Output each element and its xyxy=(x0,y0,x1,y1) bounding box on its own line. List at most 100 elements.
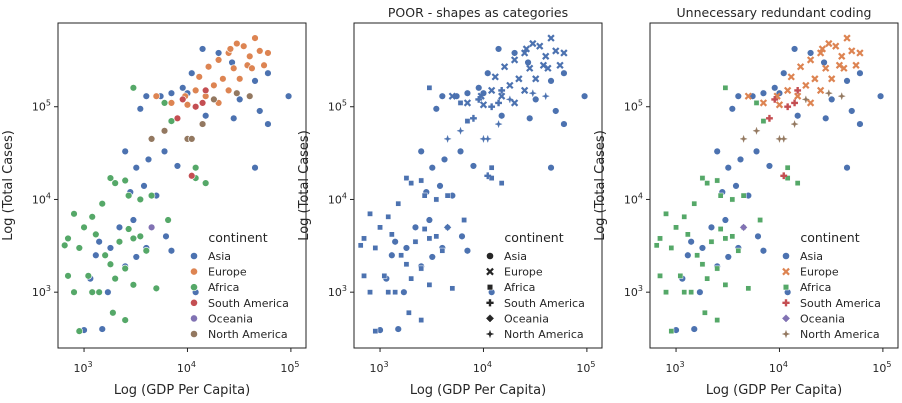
data-point xyxy=(456,147,465,156)
data-point xyxy=(488,175,495,181)
data-point xyxy=(544,64,552,72)
y-tick-label: 104 xyxy=(624,191,643,206)
legend-entry: Asia xyxy=(208,250,231,263)
legend-marker xyxy=(782,252,790,260)
chart-title: POOR - shapes as categories xyxy=(388,5,568,20)
data-point xyxy=(385,289,392,296)
data-point xyxy=(425,216,434,224)
data-point xyxy=(98,199,106,208)
data-point xyxy=(677,272,684,279)
data-point xyxy=(188,135,196,143)
data-point xyxy=(487,86,496,95)
data-point xyxy=(560,49,568,57)
data-point xyxy=(794,87,802,94)
data-point xyxy=(152,92,161,100)
data-point xyxy=(129,84,138,92)
data-point xyxy=(475,95,483,103)
data-point xyxy=(783,86,792,95)
data-point xyxy=(400,288,408,296)
data-point xyxy=(479,101,488,109)
data-point xyxy=(391,238,399,246)
data-point xyxy=(147,135,156,143)
data-point xyxy=(491,73,499,81)
points-group xyxy=(60,34,293,335)
data-point xyxy=(418,265,425,272)
data-point xyxy=(757,217,764,223)
data-point xyxy=(771,95,779,103)
data-point xyxy=(657,272,663,279)
data-point xyxy=(852,61,860,69)
data-point xyxy=(806,49,815,57)
data-point xyxy=(837,92,846,101)
data-point xyxy=(759,247,768,255)
data-point xyxy=(142,92,151,100)
data-point xyxy=(367,210,373,217)
data-point xyxy=(84,272,93,280)
y-tick-label: 103 xyxy=(624,284,643,299)
data-point xyxy=(713,147,721,156)
legend-title: continent xyxy=(504,230,563,245)
x-tick-label: 103 xyxy=(369,360,388,375)
x-tick-label: 103 xyxy=(665,360,684,375)
scatter-panel-redundant: 103 104 105 103 104 105 Log (GDP Per Capita) Lo… xyxy=(593,5,899,398)
data-point xyxy=(552,47,560,55)
data-point xyxy=(840,64,848,72)
legend-marker xyxy=(781,329,791,339)
data-point xyxy=(506,81,514,90)
data-point xyxy=(403,261,410,268)
data-point xyxy=(411,223,420,232)
data-point xyxy=(115,238,124,246)
data-point xyxy=(214,56,223,64)
chart-title: Unnecessary redundant coding xyxy=(677,5,872,20)
legend-marker xyxy=(782,267,790,276)
data-point xyxy=(688,289,695,296)
data-point xyxy=(818,45,827,53)
data-point xyxy=(701,309,708,316)
data-point xyxy=(739,134,748,143)
data-point xyxy=(552,107,560,115)
data-point xyxy=(529,39,537,48)
data-point xyxy=(147,191,156,200)
legend-marker xyxy=(190,267,198,276)
legend-entry: North America xyxy=(208,328,288,341)
data-point xyxy=(699,175,706,181)
data-point xyxy=(735,247,742,254)
data-point xyxy=(479,134,488,143)
data-point xyxy=(191,164,200,172)
data-point xyxy=(687,238,695,246)
data-point xyxy=(681,289,688,296)
data-point xyxy=(392,289,399,296)
data-point xyxy=(816,86,825,95)
data-point xyxy=(760,118,767,124)
data-point xyxy=(152,284,161,293)
x-tick-label: 104 xyxy=(769,360,788,375)
data-point xyxy=(136,105,145,113)
data-point xyxy=(684,231,691,238)
data-point xyxy=(802,81,810,90)
data-point xyxy=(856,49,864,57)
legend-entry: Oceania xyxy=(504,312,549,325)
legend-entry: Asia xyxy=(800,250,823,263)
data-point xyxy=(498,87,506,94)
data-point xyxy=(428,253,436,261)
legend-marker xyxy=(485,313,495,323)
data-point xyxy=(463,99,472,107)
plot-frame xyxy=(649,22,899,349)
data-point xyxy=(132,253,140,261)
data-point xyxy=(488,164,495,171)
data-point xyxy=(806,56,815,64)
data-point xyxy=(729,233,736,240)
data-point xyxy=(412,238,419,245)
plot-frame xyxy=(57,22,307,349)
data-point xyxy=(556,61,564,69)
data-point xyxy=(469,162,478,170)
data-point xyxy=(421,192,428,199)
data-point xyxy=(372,328,379,335)
data-point xyxy=(388,251,396,259)
data-point xyxy=(498,180,505,187)
data-point xyxy=(167,89,176,97)
x-axis-label: Log (GDP Per Capita) xyxy=(410,383,546,398)
data-point xyxy=(80,223,88,232)
data-point xyxy=(436,182,444,190)
data-point xyxy=(129,216,138,224)
